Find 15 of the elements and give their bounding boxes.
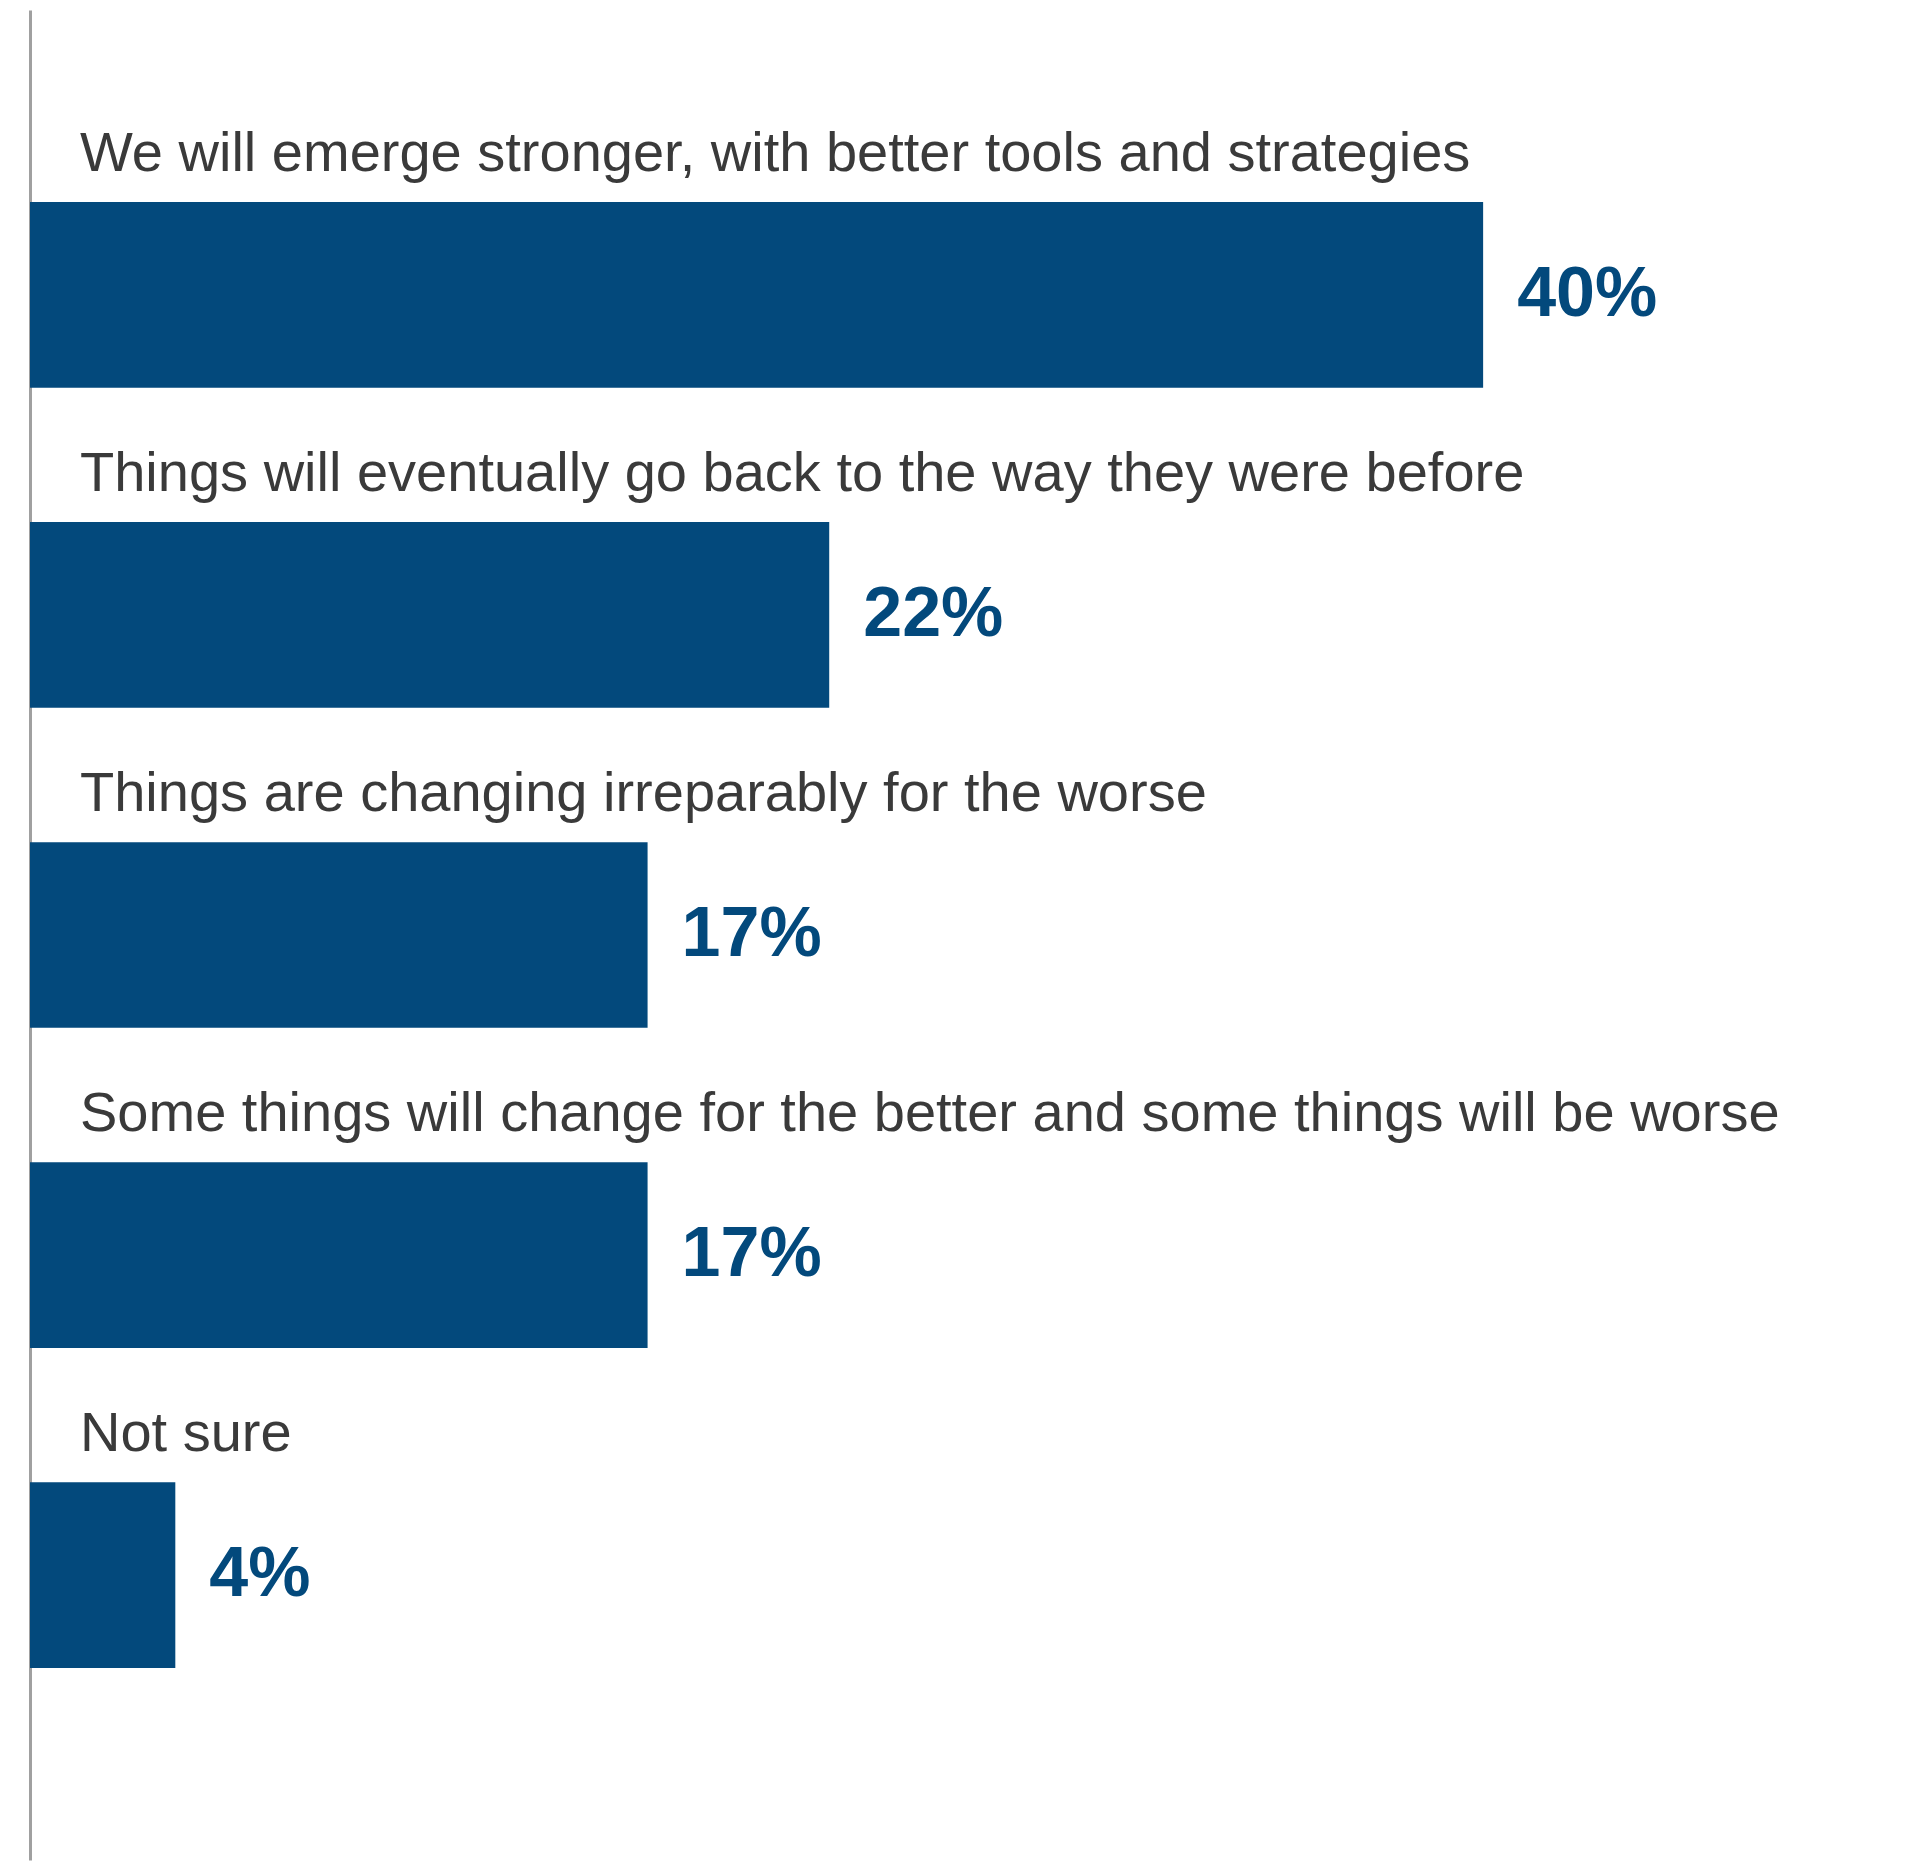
bar <box>30 202 1484 388</box>
y-tick-label: Things are changing irreparably for the worse <box>80 760 1207 823</box>
bar <box>30 842 648 1028</box>
bar <box>30 1162 648 1348</box>
data-label: 17% <box>681 893 822 971</box>
y-tick-label: We will emerge stronger, with better tools and strategies <box>80 119 1471 183</box>
data-label: 40% <box>1517 252 1658 331</box>
y-tick-label: Not sure <box>80 1400 292 1464</box>
data-label: 17% <box>681 1213 822 1292</box>
bar <box>30 522 830 708</box>
y-tick-label: Some things will change for the better and some things will be worse <box>80 1080 1780 1144</box>
y-tick-label: Things will eventually go back to the way they were before <box>80 439 1525 503</box>
data-label: 22% <box>863 572 1004 651</box>
data-label: 4% <box>209 1533 311 1612</box>
bar <box>30 1482 176 1668</box>
